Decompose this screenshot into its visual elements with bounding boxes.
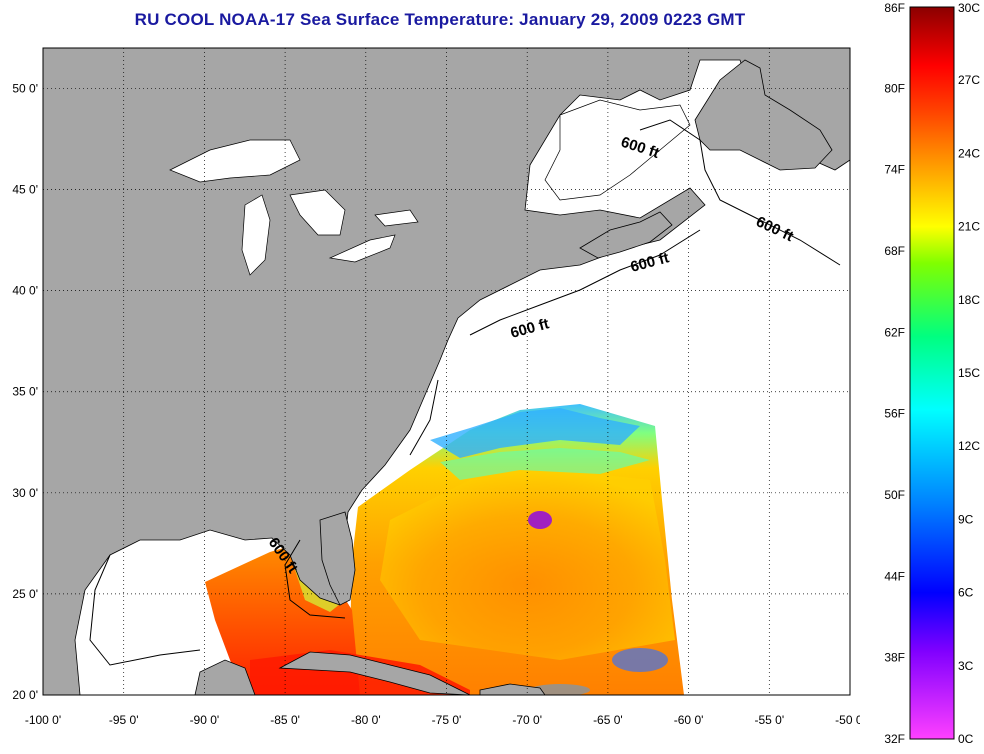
- lat-tick-label: 20 0': [12, 688, 38, 702]
- colorbar-c-label: 24C: [958, 146, 980, 160]
- colorbar-c-label: 6C: [958, 586, 974, 600]
- lat-tick-label: 30 0': [12, 486, 38, 500]
- sst-blue-spot: [530, 684, 590, 695]
- colorbar-c-label: 9C: [958, 512, 974, 526]
- lon-tick-label: -75 0': [432, 713, 462, 727]
- colorbar-f-label: 56F: [884, 407, 905, 421]
- lon-tick-label: -55 0': [754, 713, 784, 727]
- isobath-contour: [284, 119, 841, 619]
- lon-tick-label: -80 0': [351, 713, 381, 727]
- colorbar-f-label: 80F: [884, 81, 905, 95]
- gulf-shelf-contour: [89, 554, 201, 666]
- sst-purple-spot: [528, 511, 552, 529]
- lat-tick-label: 45 0': [12, 183, 38, 197]
- land-hispaniola: [479, 683, 546, 695]
- colorbar-c-label: 15C: [958, 366, 980, 380]
- lon-tick-label: -95 0': [109, 713, 139, 727]
- colorbar-c-label: 12C: [958, 439, 980, 453]
- lake-superior: [169, 139, 301, 183]
- colorbar-f-label: 74F: [884, 163, 905, 177]
- lon-tick-label: -70 0': [512, 713, 542, 727]
- colorbar-f-label: 62F: [884, 325, 905, 339]
- lon-tick-label: -90 0': [190, 713, 220, 727]
- lon-tick-label: -85 0': [270, 713, 300, 727]
- lat-tick-label: 35 0': [12, 385, 38, 399]
- colorbar-gradient: [909, 6, 955, 740]
- colorbar-c-label: 27C: [958, 73, 980, 87]
- graticule: [43, 48, 850, 695]
- colorbar-c-label: 3C: [958, 659, 974, 673]
- map-frame: [42, 47, 851, 696]
- map-title: RU COOL NOAA-17 Sea Surface Temperature:…: [134, 10, 746, 29]
- lake-huron: [289, 189, 346, 236]
- lon-tick-label: -50 0': [835, 713, 860, 727]
- land-yucatan: [194, 659, 256, 695]
- lat-tick-label: 25 0': [12, 587, 38, 601]
- lake-erie: [328, 234, 396, 263]
- lon-tick-label: -65 0': [593, 713, 623, 727]
- sst-teal-patch: [440, 448, 650, 480]
- lake-michigan: [241, 194, 271, 276]
- lake-ontario: [374, 209, 419, 227]
- colorbar-f-label: 68F: [884, 244, 905, 258]
- lat-tick-label: 50 0': [12, 81, 38, 95]
- lon-tick-label: -60 0': [674, 713, 704, 727]
- colorbar-c-label: 0C: [958, 732, 974, 746]
- lat-tick-label: 40 0': [12, 284, 38, 298]
- sst-map: 600 ft 600 ft 600 ft 600 ft 600 ft -100 …: [12, 47, 860, 727]
- lon-tick-label: -100 0': [25, 713, 61, 727]
- colorbar-c-label: 30C: [958, 1, 980, 15]
- sst-blue-spot: [612, 648, 668, 672]
- land-florida: [319, 511, 356, 606]
- colorbar-c-label: 18C: [958, 293, 980, 307]
- land-nova-scotia: [579, 211, 673, 259]
- colorbar-f-label: 44F: [884, 569, 905, 583]
- colorbar-c-label: 21C: [958, 220, 980, 234]
- sst-warm-core: [380, 470, 675, 660]
- colorbar-f-label: 50F: [884, 488, 905, 502]
- sst-cool-patch: [430, 408, 640, 458]
- land-cuba: [278, 651, 471, 695]
- colorbar-f-label: 38F: [884, 651, 905, 665]
- colorbar-f-label: 86F: [884, 1, 905, 15]
- land-newfoundland: [694, 59, 833, 171]
- colorbar-f-label: 32F: [884, 732, 905, 746]
